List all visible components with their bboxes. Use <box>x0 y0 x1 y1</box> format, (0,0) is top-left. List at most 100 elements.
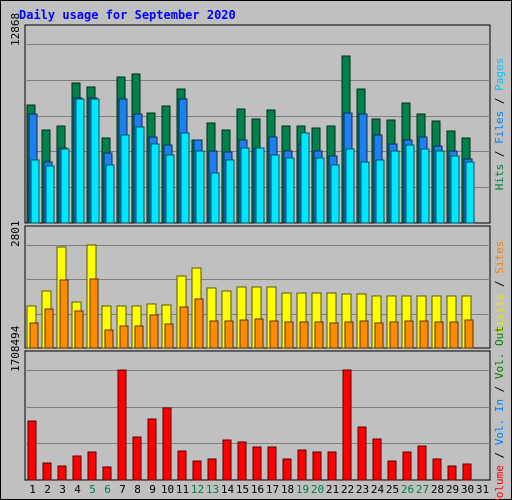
bar-pages-day-18 <box>285 157 295 224</box>
bar-volume-day-20 <box>312 451 322 481</box>
legend-entry: Vol. In <box>493 399 506 445</box>
bar-volume-day-15 <box>237 441 247 481</box>
bar-pages-day-13 <box>210 172 220 224</box>
bar-pages-day-22 <box>345 148 355 224</box>
bar-sites-day-11 <box>179 306 189 349</box>
x-tick-label-day-13: 13 <box>206 483 219 496</box>
x-tick-label-day-30: 30 <box>461 483 474 496</box>
bar-sites-day-7 <box>119 325 129 349</box>
bar-pages-day-9 <box>150 143 160 224</box>
x-tick-label-day-24: 24 <box>371 483 385 496</box>
legend-entry: Pages <box>493 58 506 91</box>
legend-entry: Visits <box>493 294 506 334</box>
bar-sites-day-1 <box>29 322 39 349</box>
bar-sites-day-3 <box>59 279 69 349</box>
bar-sites-day-27 <box>419 320 429 349</box>
x-tick-label-day-6: 6 <box>104 483 111 496</box>
x-tick-label-day-1: 1 <box>29 483 36 496</box>
bar-pages-day-28 <box>435 150 445 224</box>
bar-sites-day-14 <box>224 320 234 349</box>
bar-sites-day-28 <box>434 321 444 349</box>
x-tick-label-day-22: 22 <box>341 483 354 496</box>
bar-sites-day-22 <box>344 321 354 349</box>
bar-pages-day-12 <box>195 150 205 224</box>
bar-pages-day-24 <box>375 159 385 224</box>
bar-volume-day-17 <box>267 446 277 481</box>
x-tick-label-day-18: 18 <box>281 483 294 496</box>
x-tick-label-day-5: 5 <box>89 483 96 496</box>
bar-volume-day-4 <box>72 455 82 481</box>
bar-volume-day-8 <box>132 436 142 481</box>
bar-pages-day-2 <box>45 165 55 224</box>
panel-volume-legend: Volume / Vol. In / Vol. Out <box>493 326 506 500</box>
panel-hits-legend: Hits / Files / Pages <box>493 58 506 191</box>
bar-volume-day-13 <box>207 458 217 481</box>
x-tick-label-day-19: 19 <box>296 483 309 496</box>
bar-volume-day-3 <box>57 465 67 481</box>
bar-pages-day-15 <box>240 147 250 224</box>
bar-volume-day-9 <box>147 418 157 481</box>
bar-volume-day-25 <box>387 460 397 481</box>
x-tick-label-day-16: 16 <box>251 483 264 496</box>
bar-pages-day-11 <box>180 132 190 224</box>
bar-sites-day-21 <box>329 322 339 349</box>
bar-volume-day-16 <box>252 446 262 481</box>
bar-volume-day-1 <box>27 420 37 481</box>
bar-sites-day-16 <box>254 318 264 349</box>
bar-sites-day-18 <box>284 321 294 349</box>
bar-volume-day-30 <box>462 463 472 481</box>
bar-sites-day-2 <box>44 308 54 349</box>
chart-title: Daily usage for September 2020 <box>19 8 236 22</box>
bar-sites-day-8 <box>134 325 144 349</box>
bar-volume-day-27 <box>417 445 427 481</box>
bar-sites-day-15 <box>239 319 249 349</box>
x-tick-label-day-10: 10 <box>161 483 174 496</box>
legend-entry: Vol. Out <box>493 326 506 379</box>
bar-pages-day-14 <box>225 159 235 224</box>
x-tick-label-day-17: 17 <box>266 483 279 496</box>
bar-sites-day-10 <box>164 323 174 349</box>
x-tick-label-day-9: 9 <box>149 483 156 496</box>
panel-visits-ymax-label: 2801 <box>9 221 22 248</box>
legend-entry: Files <box>493 111 506 144</box>
bar-sites-day-24 <box>374 322 384 349</box>
panel-visits: 2801 Visits / Sites <box>9 221 506 349</box>
legend-entry: / <box>493 91 506 111</box>
x-tick-label-day-28: 28 <box>431 483 444 496</box>
x-tick-label-day-26: 26 <box>401 483 414 496</box>
legend-entry: / <box>493 274 506 294</box>
bar-pages-day-29 <box>450 155 460 224</box>
x-tick-label-day-27: 27 <box>416 483 429 496</box>
legend-entry: / <box>493 445 506 465</box>
bar-sites-day-25 <box>389 321 399 349</box>
bar-volume-day-29 <box>447 465 457 481</box>
bar-pages-day-25 <box>390 150 400 224</box>
bar-pages-day-19 <box>300 132 310 224</box>
x-tick-label-day-14: 14 <box>221 483 235 496</box>
bar-volume-day-14 <box>222 439 232 481</box>
x-tick-label-day-31: 31 <box>476 483 489 496</box>
bar-pages-day-8 <box>135 126 145 224</box>
bar-sites-day-19 <box>299 321 309 349</box>
bar-volume-day-6 <box>102 466 112 481</box>
bar-volume-day-26 <box>402 451 412 481</box>
bar-pages-day-23 <box>360 161 370 224</box>
bar-volume-day-12 <box>192 460 202 481</box>
bar-sites-day-17 <box>269 320 279 349</box>
bar-pages-day-10 <box>165 154 175 224</box>
x-tick-label-day-12: 12 <box>191 483 204 496</box>
bar-volume-day-19 <box>297 449 307 481</box>
bar-sites-day-5 <box>89 278 99 349</box>
bar-volume-day-22 <box>342 369 352 481</box>
bar-pages-day-3 <box>60 148 70 224</box>
bar-pages-day-7 <box>120 134 130 224</box>
bar-pages-day-26 <box>405 144 415 224</box>
legend-entry: Hits <box>493 164 506 191</box>
bar-sites-day-30 <box>464 319 474 349</box>
x-tick-label-day-8: 8 <box>134 483 141 496</box>
x-tick-label-day-15: 15 <box>236 483 249 496</box>
x-tick-label-day-21: 21 <box>326 483 339 496</box>
bar-sites-day-9 <box>149 314 159 349</box>
bar-sites-day-20 <box>314 321 324 349</box>
